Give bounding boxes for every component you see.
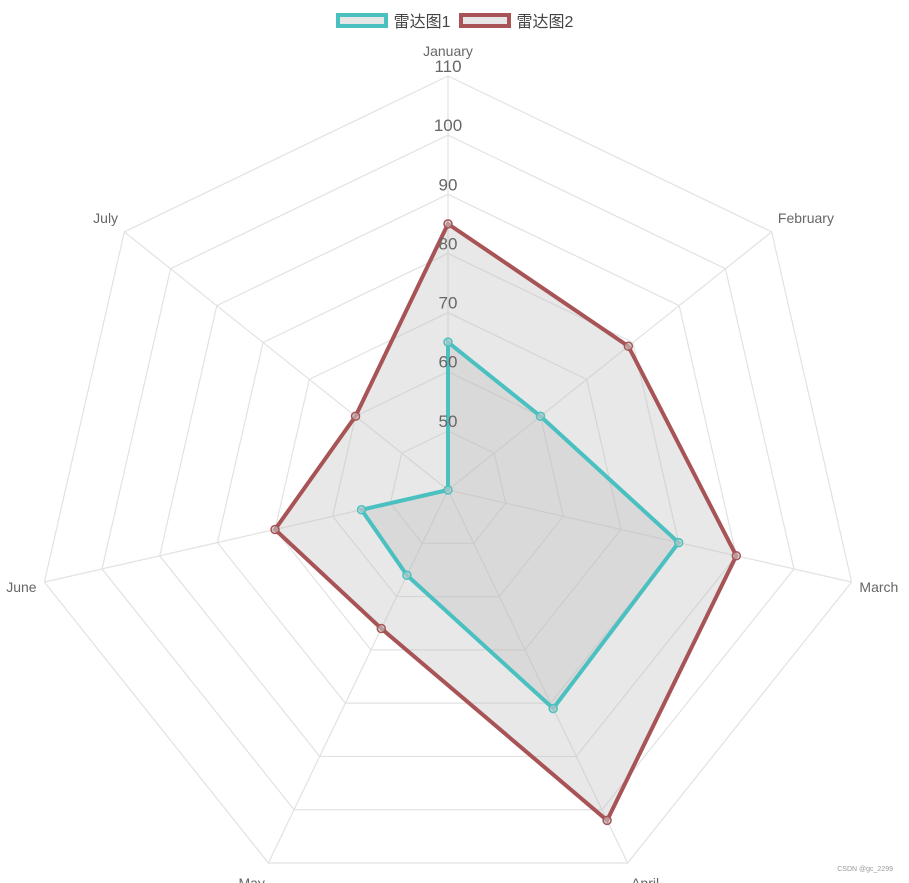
series-1-fill xyxy=(361,342,679,709)
series-2-fill xyxy=(275,223,737,821)
tick-label-90: 90 xyxy=(439,175,458,194)
series-2-point-february xyxy=(623,341,634,351)
grid-ring-110 xyxy=(43,75,853,864)
category-label-may: May xyxy=(238,875,264,883)
series-1-point-february xyxy=(535,411,546,422)
axis-spoke-may xyxy=(267,489,449,864)
series-2-point-june xyxy=(270,524,280,535)
tick-label-110: 110 xyxy=(434,57,461,76)
grid-ring-50 xyxy=(389,430,507,544)
tick-label-100: 100 xyxy=(434,116,462,135)
tick-label-70: 70 xyxy=(439,294,458,313)
series-2-point-april xyxy=(602,815,612,826)
legend-label-series-2: 雷达图2 xyxy=(516,14,574,31)
grid-ring-60 xyxy=(332,371,564,598)
series-2-point-july xyxy=(350,411,361,422)
series-1-point-march xyxy=(673,537,684,548)
category-label-january: January xyxy=(423,43,473,59)
grid-ring-70 xyxy=(274,311,622,651)
tick-label-50: 50 xyxy=(439,412,458,431)
series-1-line xyxy=(358,337,682,712)
series-2-point-march xyxy=(731,551,742,561)
legend-swatch-series-1 xyxy=(335,12,388,28)
category-label-march: March xyxy=(859,579,898,595)
legend-item-series-1[interactable]: 雷达图1 xyxy=(335,8,451,32)
category-label-february: February xyxy=(778,210,834,226)
series-1-point-june xyxy=(356,504,367,515)
category-label-july: July xyxy=(93,210,118,226)
series-2-point-january xyxy=(443,219,453,229)
axis-spoke-march xyxy=(447,489,852,583)
tick-label-60: 60 xyxy=(439,353,458,372)
series-1-point-january xyxy=(443,337,453,347)
legend-swatch-series-2 xyxy=(458,12,511,28)
category-label-april: April xyxy=(631,875,659,883)
series-2-line xyxy=(272,220,739,824)
tick-label-80: 80 xyxy=(439,234,458,253)
legend-item-series-2[interactable]: 雷达图2 xyxy=(458,8,574,32)
series-1-point-april xyxy=(548,703,558,714)
legend: 雷达图1 雷达图2 xyxy=(0,8,909,32)
grid-ring-90 xyxy=(159,193,737,758)
axis-spoke-april xyxy=(447,489,629,864)
category-label-june: June xyxy=(6,579,37,595)
series-2-point-may xyxy=(376,623,387,634)
series-1-point-july xyxy=(443,485,453,495)
watermark: CSDN @gc_2299 xyxy=(837,866,893,873)
grid-ring-100 xyxy=(101,134,795,811)
grid-ring-80 xyxy=(216,252,680,704)
axis-spoke-july xyxy=(123,231,449,491)
axis-spoke-february xyxy=(447,231,773,491)
series-1-point-may xyxy=(402,570,412,581)
legend-label-series-1: 雷达图1 xyxy=(393,14,451,31)
